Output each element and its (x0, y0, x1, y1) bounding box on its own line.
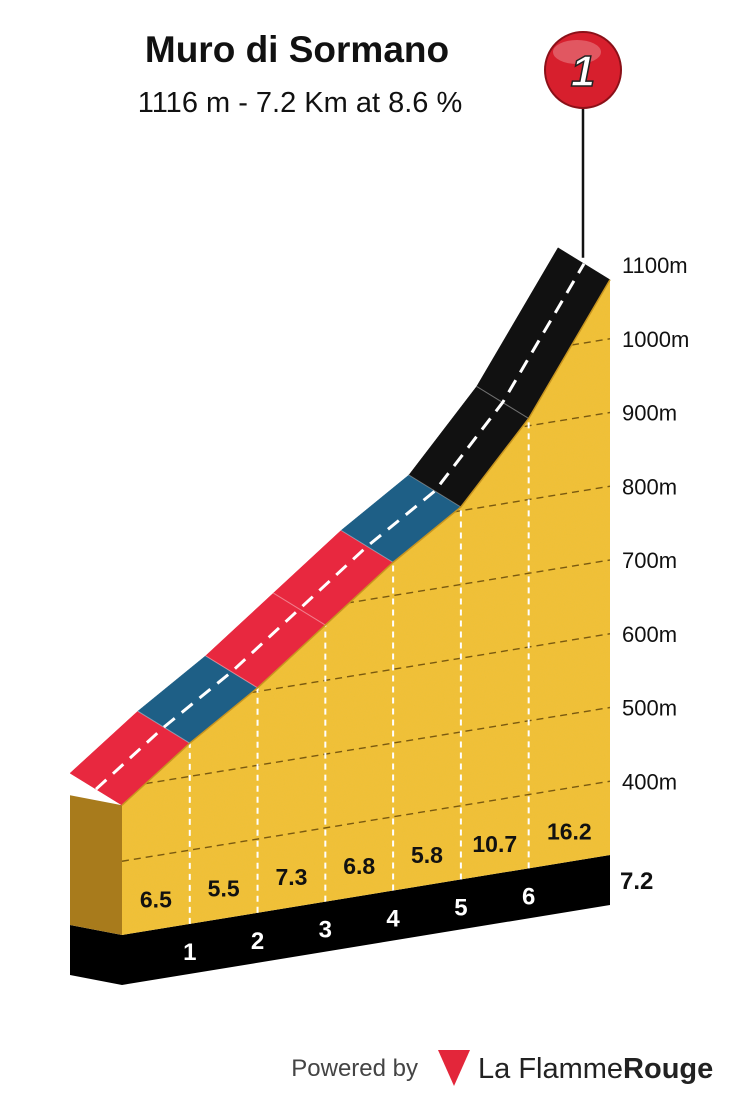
y-tick-label: 1000m (622, 327, 689, 352)
x-tick-label: 4 (386, 906, 400, 933)
footer: Powered by La FlammeRouge (291, 1050, 713, 1086)
y-tick-label: 500m (622, 696, 677, 721)
gradient-label: 5.5 (208, 875, 240, 901)
gradient-label: 16.2 (547, 819, 592, 845)
y-tick-label: 1100m (622, 253, 688, 278)
powered-by: Powered by (291, 1055, 418, 1082)
grid-line (122, 559, 610, 641)
profile-face (122, 279, 610, 935)
x-tick-label: 3 (319, 917, 332, 944)
chart-subtitle: 1116 m - 7.2 Km at 8.6 % (138, 87, 463, 119)
brand-name-bold: Rouge (623, 1053, 713, 1085)
x-tick-label: 1 (183, 939, 196, 966)
gradient-label: 6.5 (140, 886, 172, 912)
brand-logo (438, 1050, 470, 1086)
y-tick-label: 900m (622, 401, 677, 426)
y-tick-label: 700m (622, 548, 677, 573)
base-front (122, 855, 610, 985)
x-tick-label: 2 (251, 928, 264, 955)
gradient-label: 5.8 (411, 842, 443, 868)
segment-separator (340, 529, 394, 563)
segment-separator (205, 655, 258, 689)
grid-line (122, 780, 610, 862)
summit-badge-shine (553, 40, 601, 64)
brand-name-regular: La Flamme (478, 1053, 623, 1085)
base-side (70, 925, 122, 985)
y-tick-label: 600m (622, 622, 677, 647)
segment-separator (273, 592, 326, 626)
segment-separator (137, 710, 191, 744)
summit-badge (544, 31, 622, 109)
gradient-label: 6.8 (343, 853, 375, 879)
y-tick-label: 400m (622, 769, 677, 794)
x-tick-label: 5 (454, 894, 467, 921)
segment-separator (408, 474, 462, 508)
chart-title: Muro di Sormano (145, 29, 449, 70)
brand-name: La FlammeRouge (478, 1053, 713, 1085)
gradient-label: 10.7 (472, 831, 517, 857)
gradient-label: 7.3 (275, 864, 307, 890)
profile-line (121, 279, 611, 806)
summit-badge-label: 1 (571, 47, 595, 96)
plot-area: 400m 500m 600m 700m 800m 900m 1000m 1100m 1 2 3 4 5 6… (69, 31, 689, 985)
profile-side (70, 795, 122, 935)
y-tick-label: 800m (622, 474, 677, 499)
x-tick-label: 6 (522, 883, 535, 910)
x-tick-label: 7.2 (620, 868, 653, 895)
